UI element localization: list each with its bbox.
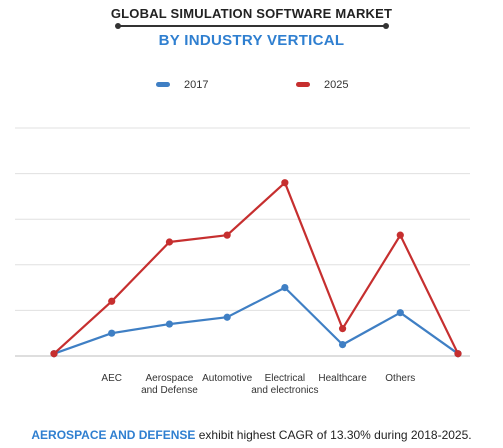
x-tick-label-line: Aerospace bbox=[146, 373, 194, 384]
legend-label-2025: 2025 bbox=[324, 79, 349, 91]
x-tick-label-line: Others bbox=[385, 373, 415, 384]
data-point-2017 bbox=[108, 329, 116, 337]
data-point-2017 bbox=[338, 341, 347, 349]
data-point-2017 bbox=[223, 313, 231, 321]
data-point-2025 bbox=[108, 297, 116, 305]
data-point-2017 bbox=[165, 320, 174, 328]
series-line-2017 bbox=[53, 286, 459, 355]
x-tick-label-line: and Defense bbox=[141, 385, 198, 396]
data-point-2025 bbox=[396, 231, 404, 239]
footnote-highlight: AEROSPACE AND DEFENSE bbox=[31, 428, 196, 442]
x-tick-label-line: and electronics bbox=[251, 385, 318, 396]
title-underline bbox=[115, 23, 389, 29]
legend-swatch-2017 bbox=[156, 81, 170, 87]
x-tick-label: Automotive bbox=[202, 373, 252, 384]
chart-subtitle: BY INDUSTRY VERTICAL bbox=[158, 32, 345, 49]
data-point-2025 bbox=[50, 350, 58, 358]
x-tick-label: Electrical and electronics bbox=[251, 373, 318, 396]
data-point-2025 bbox=[454, 350, 462, 358]
legend-item-2025: 2025 bbox=[296, 79, 348, 91]
legend-label-2017: 2017 bbox=[184, 79, 209, 91]
x-tick-label-line: Healthcare bbox=[318, 373, 367, 384]
footnote: AEROSPACE AND DEFENSE exhibit highest CA… bbox=[0, 428, 503, 442]
chart-title: GLOBAL SIMULATION SOFTWARE MARKET bbox=[110, 6, 393, 21]
x-tick-label: Others bbox=[385, 373, 415, 384]
x-tick-label-line: Automotive bbox=[202, 373, 252, 384]
x-tick-label-line: Electrical bbox=[265, 373, 306, 384]
legend: 2017 2025 bbox=[0, 79, 503, 93]
data-point-2017 bbox=[396, 309, 404, 317]
series-line-2025 bbox=[53, 181, 459, 355]
x-tick-label: AEC bbox=[101, 373, 122, 384]
data-point-2025 bbox=[223, 231, 231, 239]
footnote-text: exhibit highest CAGR of 13.30% during 20… bbox=[195, 428, 472, 442]
legend-item-2017: 2017 bbox=[156, 79, 208, 91]
underline-left-dot bbox=[115, 23, 121, 29]
underline-right-dot bbox=[383, 23, 389, 29]
data-point-2025 bbox=[338, 325, 347, 333]
data-point-2025 bbox=[165, 238, 174, 246]
legend-swatch-2025 bbox=[296, 81, 310, 87]
x-tick-label-line: AEC bbox=[101, 373, 122, 384]
data-point-2017 bbox=[281, 284, 289, 292]
x-tick-label: Aerospace and Defense bbox=[141, 373, 198, 396]
data-point-2025 bbox=[281, 179, 289, 187]
x-tick-label: Healthcare bbox=[318, 373, 367, 384]
